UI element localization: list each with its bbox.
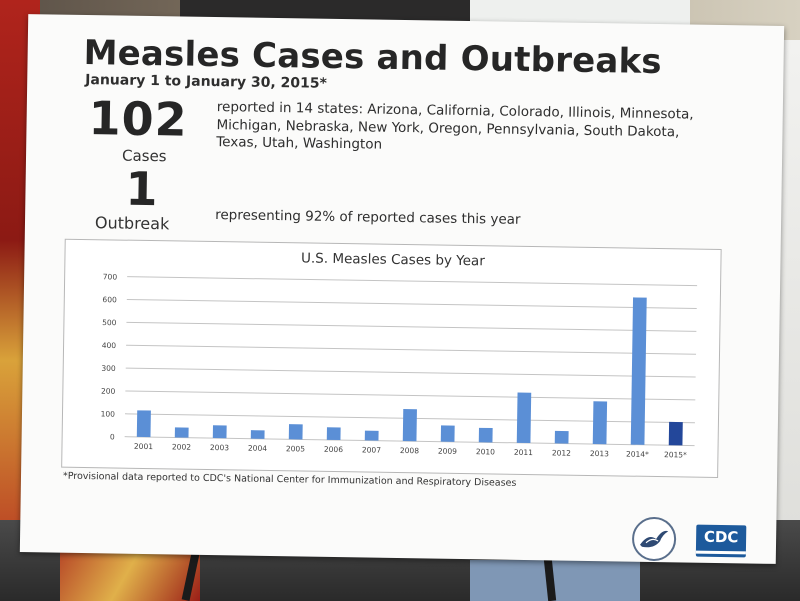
bar-2003 (212, 425, 227, 439)
outbreak-label: Outbreak (94, 213, 170, 234)
x-tick-label: 2001 (134, 442, 153, 451)
x-tick-label: 2015* (664, 450, 687, 459)
states-list-text: reported in 14 states: Arizona, Californ… (216, 99, 694, 153)
x-tick-label: 2005 (286, 444, 305, 453)
bar-2015 (668, 421, 683, 446)
bar-chart: U.S. Measles Cases by Year 0 100 200 300 400… (61, 238, 722, 478)
bar-2002 (174, 427, 189, 438)
x-tick-label: 2013 (590, 449, 609, 458)
cdc-logo-text: CDC (703, 527, 739, 547)
y-tick-label: 200 (101, 387, 116, 396)
x-tick-label: 2014* (626, 450, 649, 459)
bar-2004 (250, 430, 265, 439)
y-tick-label: 700 (103, 272, 118, 281)
cases-count: 102 (88, 91, 189, 147)
x-tick-label: 2003 (210, 443, 229, 452)
y-tick-label: 300 (101, 364, 116, 373)
y-tick-label: 400 (102, 341, 117, 350)
y-tick-label: 100 (101, 409, 116, 418)
bar-2006 (326, 427, 341, 441)
poster-board: Measles Cases and Outbreaks January 1 to… (19, 14, 785, 564)
x-tick-label: 2006 (324, 445, 343, 454)
poster-subtitle: January 1 to January 30, 2015* (85, 71, 327, 92)
bar-2013 (592, 401, 608, 445)
bar-2005 (288, 424, 303, 440)
gridline (127, 276, 698, 287)
bar-2011 (516, 392, 532, 444)
x-tick-label: 2012 (552, 448, 571, 457)
bar-2009 (440, 425, 455, 442)
bar-2007 (364, 430, 379, 441)
x-tick-label: 2010 (476, 447, 495, 456)
y-tick-label: 600 (102, 295, 117, 304)
x-tick-label: 2007 (362, 445, 381, 454)
gridline (125, 390, 696, 401)
hhs-eagle-logo (631, 516, 677, 562)
bar-2014 (630, 297, 647, 445)
x-tick-label: 2002 (172, 442, 191, 451)
cdc-logo: CDC (695, 524, 747, 558)
x-tick-label: 2004 (248, 444, 267, 453)
x-tick-label: 2011 (514, 448, 533, 457)
x-tick-label: 2009 (438, 447, 457, 456)
bar-2012 (554, 430, 569, 444)
cdc-logo-stripe (695, 550, 746, 555)
bar-2001 (136, 410, 151, 438)
chart-plot-area: 0 100 200 300 400 500 600 700 2001 2002 2003 2004 20… (101, 272, 698, 459)
bar-2010 (478, 427, 493, 443)
gridline (126, 321, 697, 332)
outbreak-count: 1 (125, 161, 158, 217)
y-tick-label: 500 (102, 318, 117, 327)
bar-2008 (402, 409, 417, 442)
y-tick-label: 0 (110, 432, 115, 441)
gridline (126, 299, 697, 309)
gridline (125, 367, 696, 378)
outbreak-description: representing 92% of reported cases this … (215, 207, 521, 228)
gridline (126, 344, 697, 355)
x-tick-label: 2008 (400, 446, 419, 455)
